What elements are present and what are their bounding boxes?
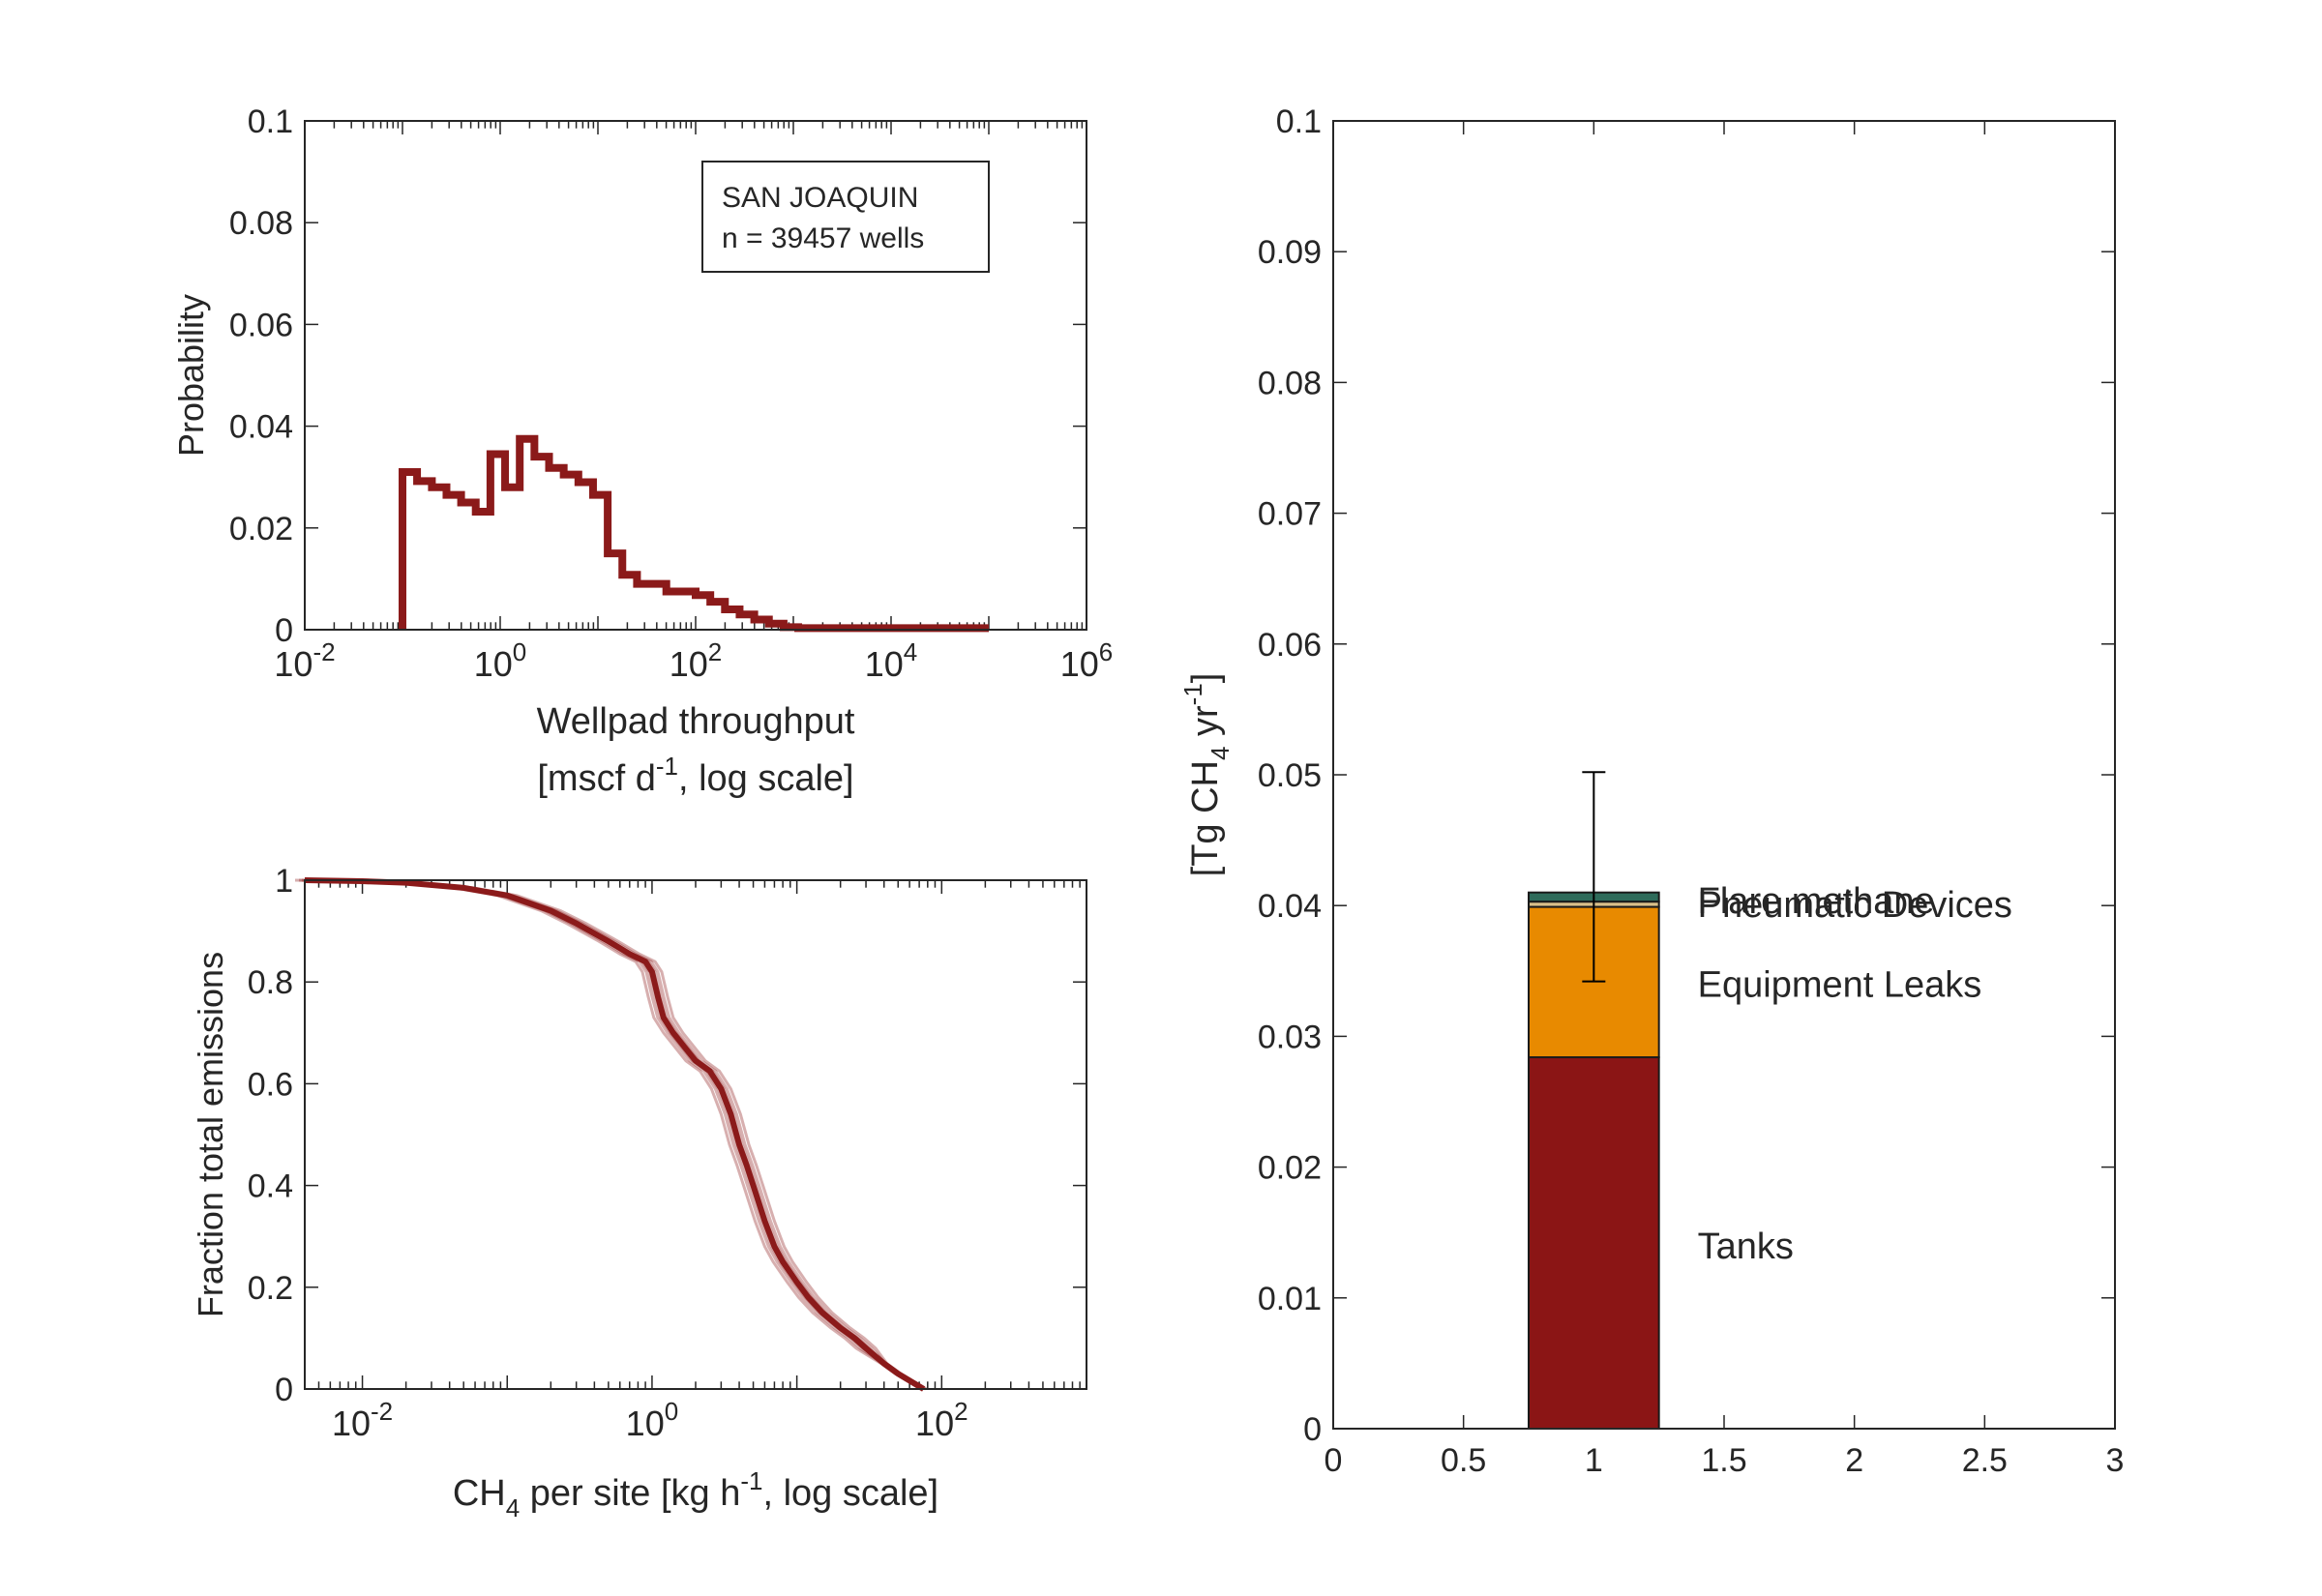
bar-segment-tanks — [1528, 1056, 1660, 1430]
cumulative-line — [304, 877, 926, 1392]
legend-region: SAN JOAQUIN — [722, 182, 918, 214]
bar-x-tick-label: 1 — [1585, 1442, 1603, 1479]
histogram-y-tick-label: 0.06 — [229, 307, 293, 343]
bar-x-tick-label: 2.5 — [1962, 1442, 2008, 1479]
bar-y-tick-label: 0.06 — [1258, 627, 1322, 664]
bar-x-tick-labels: 0 0.5 1 1.5 2 2.5 3 — [1325, 1442, 2125, 1479]
cumulative-panel: 0 0.2 0.4 0.6 0.8 1 10-2 100 102 Fraction total… — [191, 863, 1087, 1522]
histogram-x-tick-label: 10-2 — [274, 637, 335, 684]
emissions-bar-panel: 0 0.01 0.02 0.03 0.04 0.05 0.06 0.07 0.08 0.09 0.1… — [1178, 103, 2124, 1479]
cumulative-y-tick-label: 0 — [275, 1372, 293, 1408]
histogram-y-tick-label: 0.08 — [229, 205, 293, 242]
error-bar — [1582, 771, 1606, 983]
cumulative-y-tick-label: 1 — [275, 863, 293, 900]
histogram-y-tick-label: 0.02 — [229, 511, 293, 547]
bar-segment-labels: Tanks Equipment Leaks Pneumatic DevicesFla… — [1698, 881, 2012, 1267]
histogram-y-tick-label: 0 — [275, 612, 293, 649]
cumulative-y-tick-label: 0.2 — [248, 1270, 293, 1307]
cumulative-y-axis-label: Fraction total emissions — [191, 952, 230, 1317]
bar-x-tick-label: 0 — [1325, 1442, 1343, 1479]
bar-x-tick-label: 1.5 — [1701, 1442, 1746, 1479]
cumulative-x-tick-labels: 10-2 100 102 — [332, 1397, 968, 1443]
cumulative-x-tick-label: 100 — [626, 1397, 679, 1443]
bar-x-tick-label: 2 — [1845, 1442, 1863, 1479]
bar-y-axis-label: [Tg CH4 yr-1] — [1178, 673, 1235, 877]
cumulative-x-axis-label: CH4 per site [kg h-1, log scale] — [453, 1466, 938, 1522]
histogram-panel: 0 0.02 0.04 0.06 0.08 0.1 10-2 100 102 104 106 Pr… — [171, 103, 1113, 799]
bar-axes-box — [1332, 120, 2116, 1430]
bar-y-tick-labels: 0 0.01 0.02 0.03 0.04 0.05 0.06 0.07 0.08 0.09 0.1 — [1258, 103, 1322, 1448]
histogram-axes-box — [304, 120, 1087, 631]
histogram-y-axis-label: Probability — [171, 294, 211, 457]
bar-y-tick-label: 0.1 — [1276, 103, 1322, 140]
histogram-x-tick-label: 102 — [670, 637, 723, 684]
bar-y-tick-label: 0.08 — [1258, 365, 1322, 401]
cumulative-y-tick-label: 0.4 — [248, 1168, 293, 1205]
cumulative-y-tick-label: 0.8 — [248, 964, 293, 1001]
histogram-legend: SAN JOAQUIN n = 39457 wells — [701, 161, 990, 273]
bar-y-tick-label: 0 — [1303, 1411, 1322, 1448]
cumulative-axes-box — [304, 879, 1087, 1390]
legend-box — [701, 161, 990, 273]
histogram-x-tick-label: 100 — [474, 637, 527, 684]
histogram-x-tick-label: 104 — [865, 637, 918, 684]
histogram-y-tick-label: 0.04 — [229, 409, 293, 446]
histogram-x-axis-label: Wellpad throughput — [537, 701, 855, 742]
bar-y-tick-label: 0.09 — [1258, 234, 1322, 271]
cumulative-y-tick-labels: 0 0.2 0.4 0.6 0.8 1 — [248, 863, 293, 1408]
cumulative-uncertainty-bands — [294, 878, 928, 1391]
cumulative-band — [313, 878, 928, 1391]
bar-y-tick-label: 0.07 — [1258, 496, 1322, 533]
segment-label: Flare methane — [1698, 881, 1935, 922]
segment-label: Tanks — [1698, 1227, 1794, 1267]
legend-well-count: n = 39457 wells — [722, 222, 924, 254]
bar-x-tick-label: 3 — [2106, 1442, 2125, 1479]
bar-y-tick-label: 0.02 — [1258, 1150, 1322, 1187]
cumulative-y-tick-label: 0.6 — [248, 1066, 293, 1103]
histogram-x-tick-labels: 10-2 100 102 104 106 — [274, 637, 1113, 684]
bar-y-tick-label: 0.04 — [1258, 888, 1322, 925]
cumulative-band — [294, 878, 922, 1391]
bar-y-tick-label: 0.03 — [1258, 1019, 1322, 1055]
histogram-x-axis-label-units: [mscf d-1, log scale] — [537, 752, 853, 799]
histogram-y-tick-labels: 0 0.02 0.04 0.06 0.08 0.1 — [229, 103, 293, 649]
histogram-x-tick-label: 106 — [1060, 637, 1114, 684]
histogram-y-tick-label: 0.1 — [248, 103, 293, 140]
cumulative-x-tick-label: 10-2 — [332, 1397, 393, 1443]
histogram-line — [399, 434, 989, 633]
cumulative-ticks — [304, 879, 1087, 1390]
cumulative-x-tick-label: 102 — [915, 1397, 968, 1443]
bar-y-tick-label: 0.01 — [1258, 1281, 1322, 1317]
bar-x-tick-label: 0.5 — [1441, 1442, 1486, 1479]
segment-label: Pneumatic Devices — [1698, 885, 2012, 926]
segment-label: Equipment Leaks — [1698, 965, 1982, 1006]
bar-y-tick-label: 0.05 — [1258, 757, 1322, 794]
